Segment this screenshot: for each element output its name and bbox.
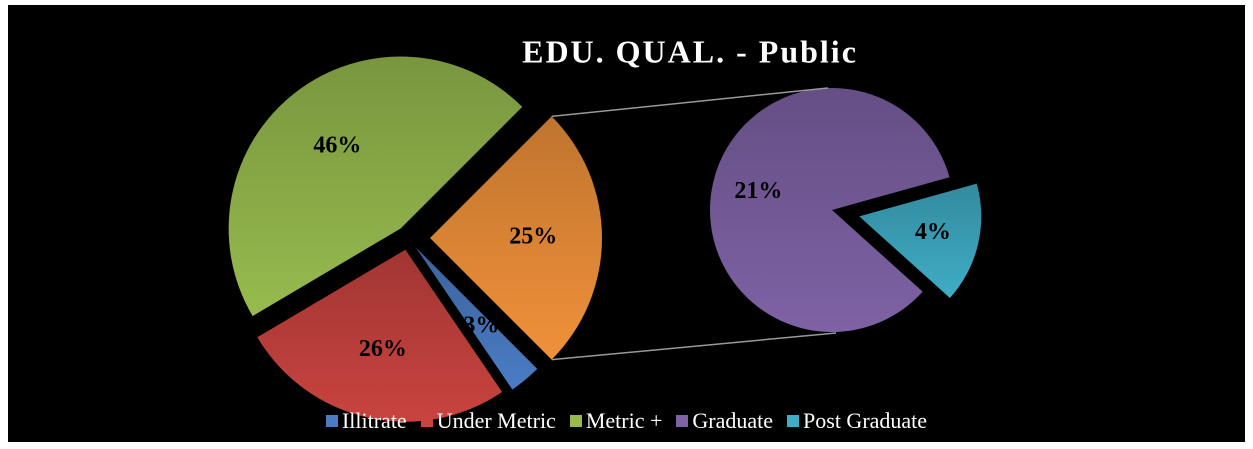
data-label: 46% <box>313 132 361 158</box>
legend-swatch <box>420 415 433 427</box>
legend-label: Under Metric <box>436 408 556 433</box>
pie-slice <box>257 249 503 422</box>
data-label: 26% <box>359 336 407 362</box>
legend-swatch <box>325 415 338 427</box>
pie-slice <box>710 87 950 332</box>
connector-line <box>551 332 837 361</box>
legend-label: Metric + <box>585 408 663 433</box>
pie-slice <box>859 183 982 299</box>
pie-slice <box>228 56 523 317</box>
legend-item: Illitrate <box>325 408 407 434</box>
legend: Illitrate Under Metric Metric + Graduate Pos… <box>8 408 1245 434</box>
pie-slice <box>430 116 602 360</box>
chart-background <box>8 5 1245 442</box>
legend-swatch <box>676 415 689 427</box>
connector-line <box>551 87 829 118</box>
data-label: 21% <box>734 178 782 204</box>
chart-title: EDU. QUAL. - Public <box>522 33 858 69</box>
legend-item: Metric + <box>569 408 663 434</box>
data-label: 25% <box>509 224 557 250</box>
legend-item: Under Metric <box>420 408 556 434</box>
legend-label: Graduate <box>692 408 774 433</box>
legend-label: Illitrate <box>341 408 407 433</box>
legend-swatch <box>787 415 800 427</box>
legend-label: Post Graduate <box>803 408 928 433</box>
legend-item: Post Graduate <box>787 408 927 434</box>
data-label: 4% <box>915 219 951 245</box>
data-label: 3% <box>463 312 499 338</box>
pie-slice <box>415 247 538 390</box>
legend-swatch <box>569 415 582 427</box>
legend-item: Graduate <box>676 408 773 434</box>
